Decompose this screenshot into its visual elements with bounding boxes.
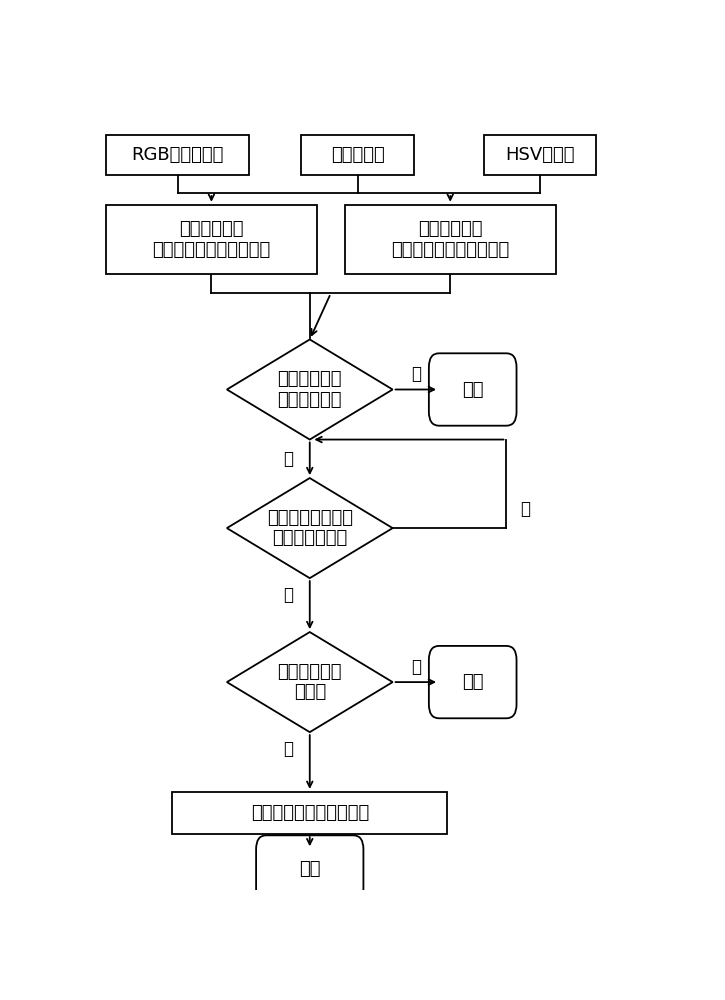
Text: 对应索引值是
否相同: 对应索引值是 否相同: [278, 663, 342, 702]
FancyBboxPatch shape: [429, 646, 516, 718]
Text: 最小值对应索
引值是否相同: 最小值对应索 引值是否相同: [278, 370, 342, 409]
FancyBboxPatch shape: [106, 135, 249, 175]
Text: 否: 否: [521, 500, 531, 518]
FancyBboxPatch shape: [345, 205, 555, 274]
Polygon shape: [227, 339, 393, 440]
Polygon shape: [227, 632, 393, 732]
Text: 结束: 结束: [299, 860, 320, 878]
Text: 是: 是: [283, 586, 294, 604]
Text: 是: 是: [411, 365, 420, 383]
FancyBboxPatch shape: [484, 135, 596, 175]
Text: 结束: 结束: [462, 380, 484, 398]
FancyBboxPatch shape: [106, 205, 317, 274]
Text: 能否找出下一优先
级的对应索引值: 能否找出下一优先 级的对应索引值: [267, 509, 353, 548]
Text: 结束: 结束: [462, 673, 484, 691]
FancyBboxPatch shape: [172, 792, 447, 834]
Text: 比较结果排序
（差值越小优先级越高）: 比较结果排序 （差值越小优先级越高）: [391, 220, 510, 259]
FancyBboxPatch shape: [302, 135, 414, 175]
Text: 否: 否: [283, 740, 294, 758]
Text: 是: 是: [411, 658, 420, 676]
Text: 数据库数据: 数据库数据: [331, 146, 384, 164]
Text: 取最小特征值对应索引值: 取最小特征值对应索引值: [251, 804, 369, 822]
FancyBboxPatch shape: [256, 835, 363, 903]
FancyBboxPatch shape: [429, 353, 516, 426]
Polygon shape: [227, 478, 393, 578]
Text: 否: 否: [283, 450, 294, 468]
Text: 比较结果排序
（差值越小优先级越高）: 比较结果排序 （差值越小优先级越高）: [152, 220, 270, 259]
Text: RGB灰度直方图: RGB灰度直方图: [131, 146, 224, 164]
Text: HSV色相值: HSV色相值: [505, 146, 575, 164]
